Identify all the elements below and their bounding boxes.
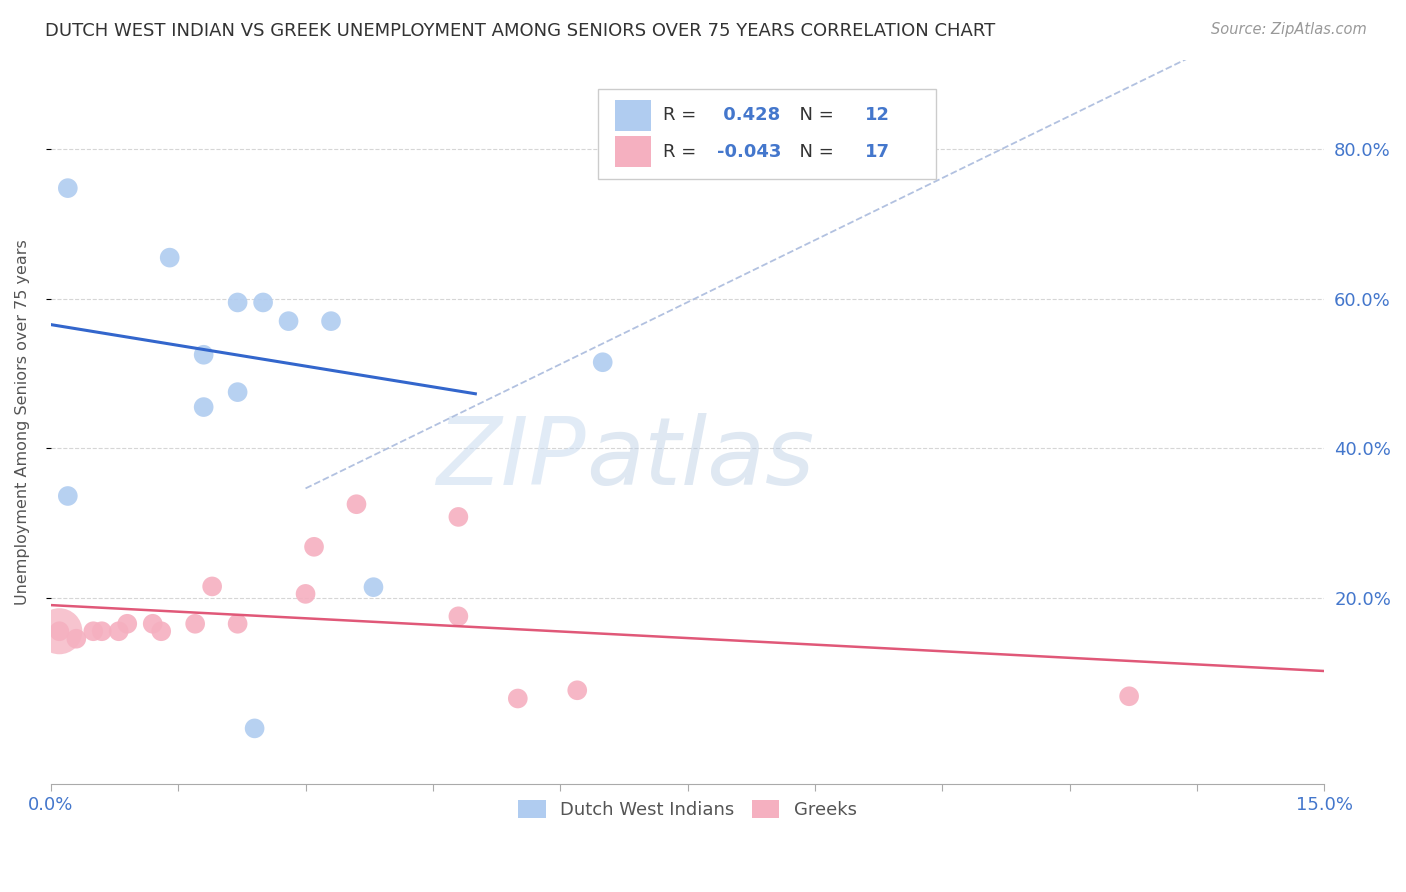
Bar xyxy=(614,100,651,130)
Point xyxy=(48,624,70,639)
Text: DUTCH WEST INDIAN VS GREEK UNEMPLOYMENT AMONG SENIORS OVER 75 YEARS CORRELATION : DUTCH WEST INDIAN VS GREEK UNEMPLOYMENT … xyxy=(45,22,995,40)
Point xyxy=(346,497,368,511)
Text: R =: R = xyxy=(664,106,703,124)
Point xyxy=(56,489,79,503)
Point xyxy=(302,540,325,554)
Point xyxy=(201,579,224,593)
Text: ZIP: ZIP xyxy=(436,413,586,504)
Point xyxy=(567,683,589,698)
Point xyxy=(592,355,614,369)
Point xyxy=(226,616,249,631)
Point xyxy=(48,624,70,639)
Point xyxy=(56,181,79,195)
Legend: Dutch West Indians, Greeks: Dutch West Indians, Greeks xyxy=(512,792,865,826)
Point xyxy=(90,624,112,639)
Point xyxy=(150,624,173,639)
Point xyxy=(184,616,207,631)
Point xyxy=(1118,690,1140,704)
FancyBboxPatch shape xyxy=(599,88,936,179)
Point xyxy=(243,722,266,736)
Point xyxy=(117,616,139,631)
Point xyxy=(82,624,104,639)
Text: N =: N = xyxy=(789,106,839,124)
Point xyxy=(252,295,274,310)
Text: 17: 17 xyxy=(865,143,890,161)
Point xyxy=(226,385,249,400)
Text: -0.043: -0.043 xyxy=(717,143,782,161)
Bar xyxy=(614,136,651,167)
Point xyxy=(506,691,529,706)
Point xyxy=(319,314,342,328)
Text: 12: 12 xyxy=(865,106,890,124)
Y-axis label: Unemployment Among Seniors over 75 years: Unemployment Among Seniors over 75 years xyxy=(15,239,30,605)
Point xyxy=(363,580,385,594)
Point xyxy=(447,510,470,524)
Point xyxy=(193,348,215,362)
Point xyxy=(159,251,181,265)
Point xyxy=(65,632,87,646)
Point xyxy=(277,314,299,328)
Point xyxy=(226,295,249,310)
Point xyxy=(447,609,470,624)
Point xyxy=(142,616,165,631)
Point xyxy=(107,624,129,639)
Text: atlas: atlas xyxy=(586,413,814,504)
Point xyxy=(193,400,215,414)
Text: R =: R = xyxy=(664,143,703,161)
Text: 0.428: 0.428 xyxy=(717,106,780,124)
Point xyxy=(294,587,316,601)
Text: N =: N = xyxy=(789,143,839,161)
Text: Source: ZipAtlas.com: Source: ZipAtlas.com xyxy=(1211,22,1367,37)
